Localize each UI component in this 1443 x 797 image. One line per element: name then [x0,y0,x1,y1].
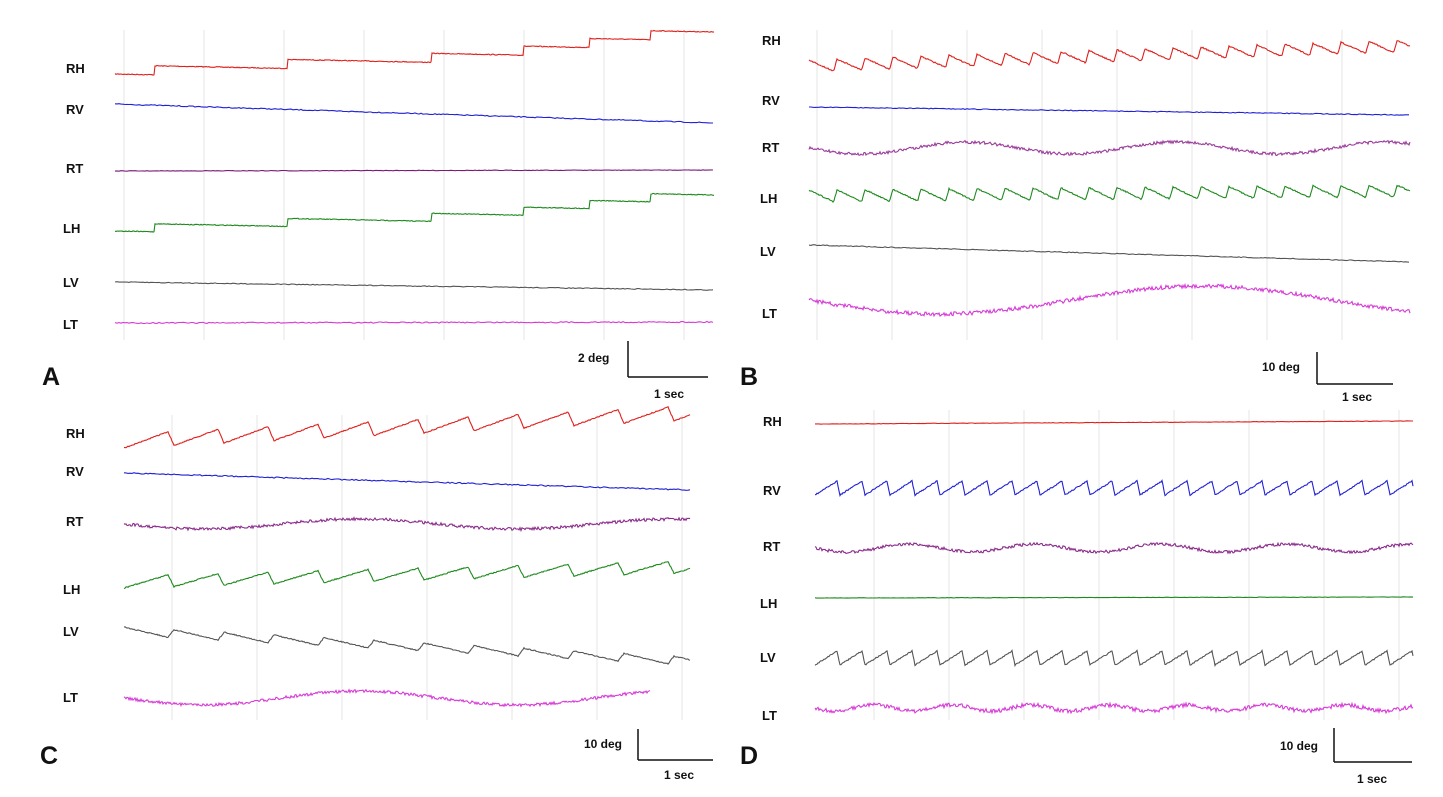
panel-b-label-lh: LH [760,191,777,206]
panel-d-letter: D [740,742,758,770]
panel-d-gridlines [873,410,1400,720]
panel-d-trace-rv [814,479,1414,497]
panel-c-gridlines [171,415,683,720]
panel-d-trace-rh [815,420,1413,425]
panel-b-letter: B [740,363,758,391]
panel-b-trace-lh [808,184,1411,204]
panel-c-label-lh: LH [63,582,80,597]
panel-c-scale-time: 1 sec [664,768,694,782]
panel-a-label-lv: LV [63,275,79,290]
panel-a-scale-amplitude: 2 deg [578,351,609,365]
panel-b-trace-rh [808,40,1410,72]
panel-a-label-lh: LH [63,221,80,236]
panel-d-trace-lv [814,649,1414,668]
panel-d-traces [814,420,1414,715]
panel-d-scale-amplitude: 10 deg [1280,739,1318,753]
panel-d-scale-time: 1 sec [1357,772,1387,786]
panel-b-scale-bar: 10 deg 1 sec [1262,352,1393,404]
panel-c-label-rt: RT [66,514,83,529]
panel-d-label-lv: LV [760,650,776,665]
panel-b-label-rv: RV [762,93,780,108]
panel-a-trace-rt [114,169,714,172]
panel-a: RH RV RT LH LV LT A 2 deg 1 sec [42,29,715,401]
panel-a-gridlines [123,30,685,340]
panel-c-trace-rh [124,405,691,449]
panel-b-trace-rt [808,139,1411,157]
panel-a-trace-lv [114,281,714,291]
panel-c-label-lt: LT [63,690,78,705]
panel-c-label-lv: LV [63,624,79,639]
panel-a-traces [114,29,715,325]
panel-b-traces [808,40,1411,318]
panel-b-trace-rv [809,106,1409,116]
panel-a-label-rv: RV [66,102,84,117]
panel-c-trace-rt [123,516,691,533]
panel-b-trace-lv [808,244,1410,263]
panel-c-scale-amplitude: 10 deg [584,737,622,751]
panel-a-scale-time: 1 sec [654,387,684,401]
panel-c-trace-lh [123,561,691,590]
panel-b-scale-amplitude: 10 deg [1262,360,1300,374]
panel-c-label-rv: RV [66,464,84,479]
panel-c-traces [123,405,691,708]
panel-c-letter: C [40,742,58,770]
panel-a-trace-lh [114,192,714,233]
panel-b: RH RV RT LH LV LT B 10 deg 1 sec [740,30,1411,404]
panel-a-label-rh: RH [66,61,85,76]
panel-d: RH RV RT LH LV LT D 10 deg 1 sec [740,410,1414,786]
panel-b-label-lt: LT [762,306,777,321]
panel-c-trace-rv [123,472,691,491]
panel-c: RH RV RT LH LV LT C 10 deg 1 sec [40,405,713,782]
panel-d-trace-rt [814,541,1414,555]
panel-d-trace-lt [814,701,1414,715]
panel-d-trace-lh [814,596,1414,599]
panel-c-label-rh: RH [66,426,85,441]
panel-d-label-rv: RV [763,483,781,498]
panel-a-trace-rh [114,29,715,76]
panel-b-trace-lt [808,282,1411,318]
panel-c-scale-bar: 10 deg 1 sec [584,729,713,782]
panel-d-scale-bar: 10 deg 1 sec [1280,728,1412,786]
panel-d-label-rh: RH [763,414,782,429]
panel-a-trace-rv [114,103,713,124]
panel-a-letter: A [42,363,60,391]
panel-d-label-lt: LT [762,708,777,723]
panel-d-label-rt: RT [763,539,780,554]
panel-b-gridlines [816,30,1343,340]
panel-b-label-rh: RH [762,33,781,48]
panel-b-scale-time: 1 sec [1342,390,1372,404]
panel-a-scale-bar: 2 deg 1 sec [578,341,708,401]
panel-c-trace-lv [123,626,691,665]
panel-c-trace-lt [123,688,651,708]
panel-d-label-lh: LH [760,596,777,611]
panel-a-trace-lt [114,320,714,325]
panel-a-label-lt: LT [63,317,78,332]
panel-b-label-lv: LV [760,244,776,259]
panel-b-label-rt: RT [762,140,779,155]
panel-a-label-rt: RT [66,161,83,176]
